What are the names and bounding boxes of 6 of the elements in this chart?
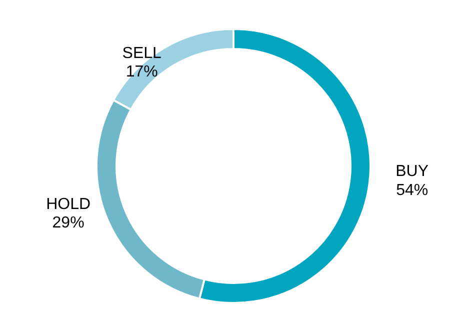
slice-label: BUY (396, 163, 429, 180)
slice-label: SELL (122, 44, 162, 62)
slice-label: HOLD (46, 196, 91, 213)
data-label: 29% (52, 214, 84, 232)
data-label: 17% (126, 64, 158, 81)
data-label: 54% (396, 182, 428, 199)
